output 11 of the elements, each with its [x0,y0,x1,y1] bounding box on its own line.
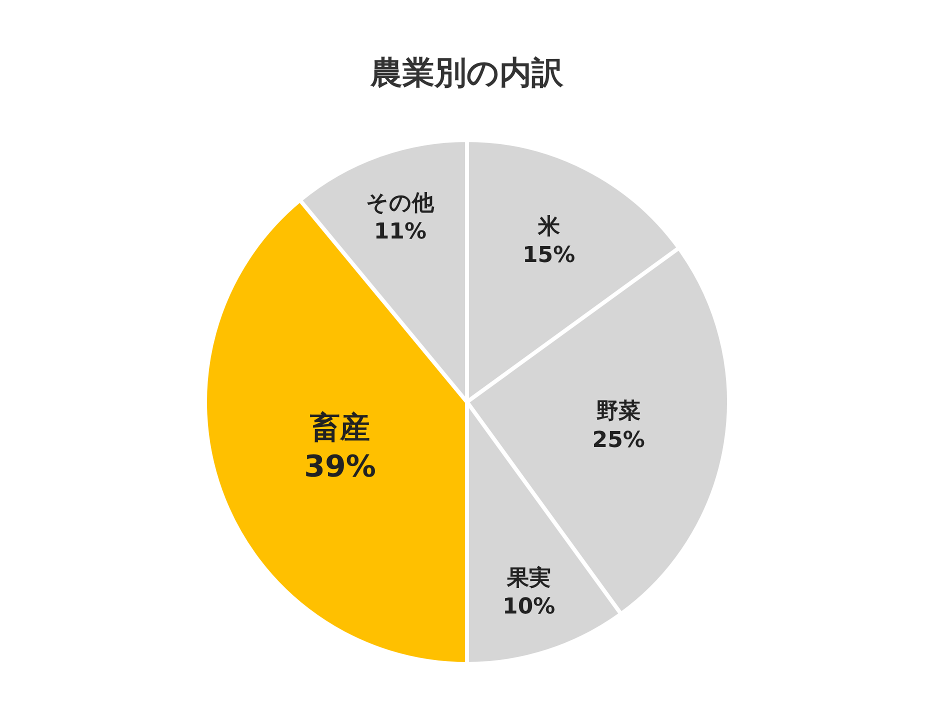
data-label: 15% [522,243,576,268]
slice-label: 米 [536,214,561,240]
slice-label: その他 [366,191,436,216]
data-label: 10% [502,594,556,620]
slice-label: 果実 [506,565,551,592]
chart-title: 農業別の内訳 [370,54,564,92]
data-label: 25% [592,428,645,453]
data-label: 11% [374,220,427,245]
slice-label: 畜産 [310,410,370,446]
slice-label: 野菜 [596,399,641,424]
data-label: 39% [304,450,376,485]
